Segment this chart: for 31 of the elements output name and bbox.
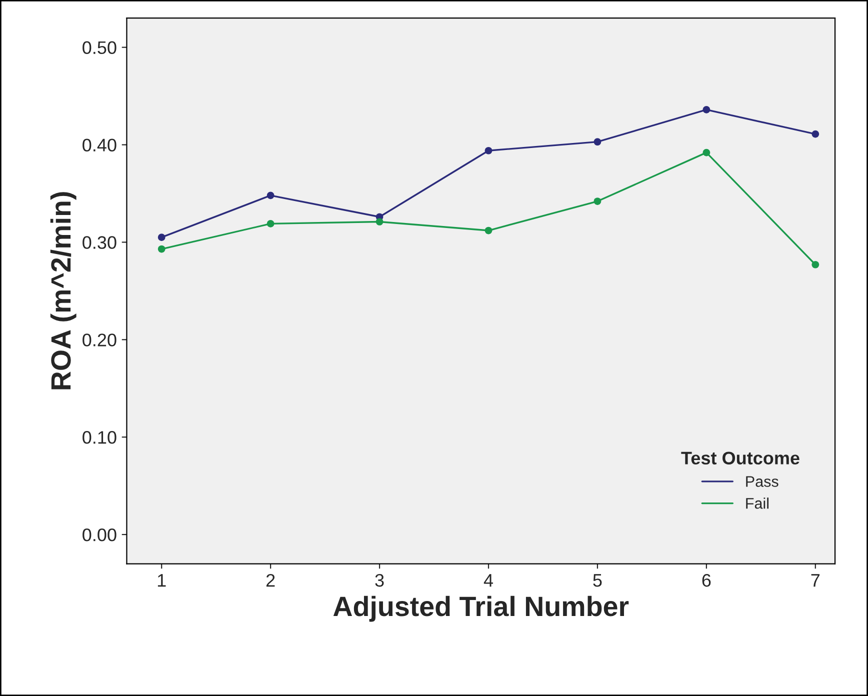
point	[266, 192, 274, 200]
point	[484, 226, 492, 234]
y-tick-label: 0.10	[82, 431, 116, 444]
y-tick-label: 0.30	[82, 236, 116, 249]
y-tick-label: 0.50	[82, 41, 116, 54]
x-tick-label: 1	[158, 574, 166, 587]
point	[376, 218, 384, 226]
point	[812, 130, 820, 138]
y-tick-label: 0.20	[82, 334, 116, 346]
y-tick-label: 0.40	[82, 138, 116, 152]
point	[594, 138, 602, 146]
point	[594, 198, 602, 205]
y-tick-label: 0.00	[82, 528, 116, 542]
point	[484, 146, 492, 154]
point	[812, 260, 820, 268]
x-tick-label: 3	[375, 574, 384, 587]
y-axis-title: ROA (m^2/min)	[50, 192, 76, 390]
point	[266, 220, 274, 228]
point	[158, 245, 166, 253]
point	[702, 148, 710, 156]
x-tick-label: 4	[484, 574, 493, 587]
x-tick-label: 2	[266, 574, 275, 587]
point	[702, 106, 710, 114]
x-tick-label: 7	[811, 574, 820, 587]
x-tick-label: 6	[702, 574, 711, 587]
x-tick-label: 5	[593, 574, 602, 587]
x-axis-title: Adjusted Trial Number	[333, 596, 629, 622]
legend-label: Pass	[746, 476, 778, 487]
legend-title: Test Outcome	[681, 452, 800, 464]
legend-label: Fail	[746, 498, 768, 509]
point	[158, 234, 166, 242]
